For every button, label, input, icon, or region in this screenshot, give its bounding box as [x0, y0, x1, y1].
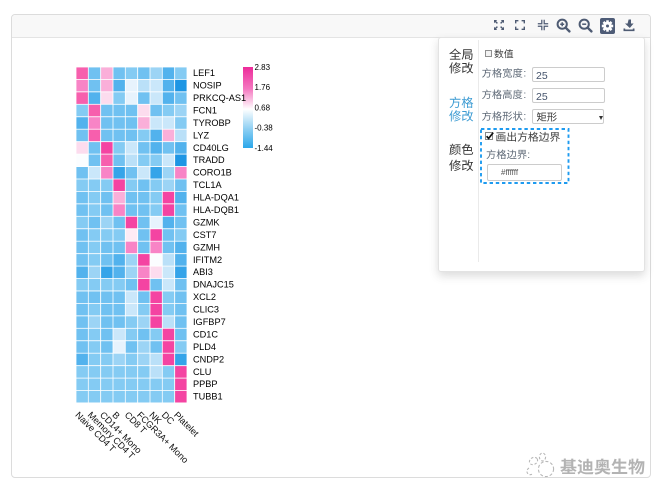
- svg-text:-0.38: -0.38: [255, 124, 274, 133]
- svg-text:DNAJC15: DNAJC15: [193, 280, 234, 290]
- svg-text:CLIC3: CLIC3: [193, 305, 219, 315]
- svg-text:-1.44: -1.44: [255, 144, 274, 153]
- svg-text:CLU: CLU: [193, 367, 211, 377]
- svg-text:NOSIP: NOSIP: [193, 81, 222, 91]
- svg-text:HLA-DQB1: HLA-DQB1: [193, 205, 239, 215]
- svg-text:2.83: 2.83: [255, 63, 271, 72]
- svg-text::: :: [523, 68, 526, 79]
- svg-text:1.76: 1.76: [255, 83, 271, 92]
- svg-text:PLD4: PLD4: [193, 342, 216, 352]
- svg-text:IGFBP7: IGFBP7: [193, 317, 226, 327]
- svg-text:CD40LG: CD40LG: [193, 143, 229, 153]
- svg-text:PRKCQ-AS1: PRKCQ-AS1: [193, 93, 246, 103]
- svg-text:CST7: CST7: [193, 230, 217, 240]
- svg-text::: :: [523, 90, 526, 101]
- svg-text:IFITM2: IFITM2: [193, 255, 222, 265]
- svg-text::: :: [523, 112, 526, 123]
- svg-text:GZMK: GZMK: [193, 218, 220, 228]
- svg-text:LEF1: LEF1: [193, 68, 215, 78]
- svg-text:CORO1B: CORO1B: [193, 168, 232, 178]
- svg-text:CNDP2: CNDP2: [193, 354, 224, 364]
- svg-text:TRADD: TRADD: [193, 155, 225, 165]
- svg-text:HLA-DQA1: HLA-DQA1: [193, 193, 239, 203]
- svg-text:FCN1: FCN1: [193, 106, 217, 116]
- svg-text:B: B: [110, 410, 121, 421]
- svg-text:TCL1A: TCL1A: [193, 180, 222, 190]
- svg-text:CD1C: CD1C: [193, 329, 218, 339]
- svg-text:LYZ: LYZ: [193, 130, 210, 140]
- svg-text:XCL2: XCL2: [193, 292, 216, 302]
- svg-text:TUBB1: TUBB1: [193, 392, 223, 402]
- svg-text:PPBP: PPBP: [193, 379, 218, 389]
- svg-text:ABI3: ABI3: [193, 267, 213, 277]
- svg-text:TYROBP: TYROBP: [193, 118, 231, 128]
- svg-text:0.68: 0.68: [255, 103, 271, 112]
- svg-text:GZMH: GZMH: [193, 242, 220, 252]
- svg-text:Platelet: Platelet: [172, 410, 201, 439]
